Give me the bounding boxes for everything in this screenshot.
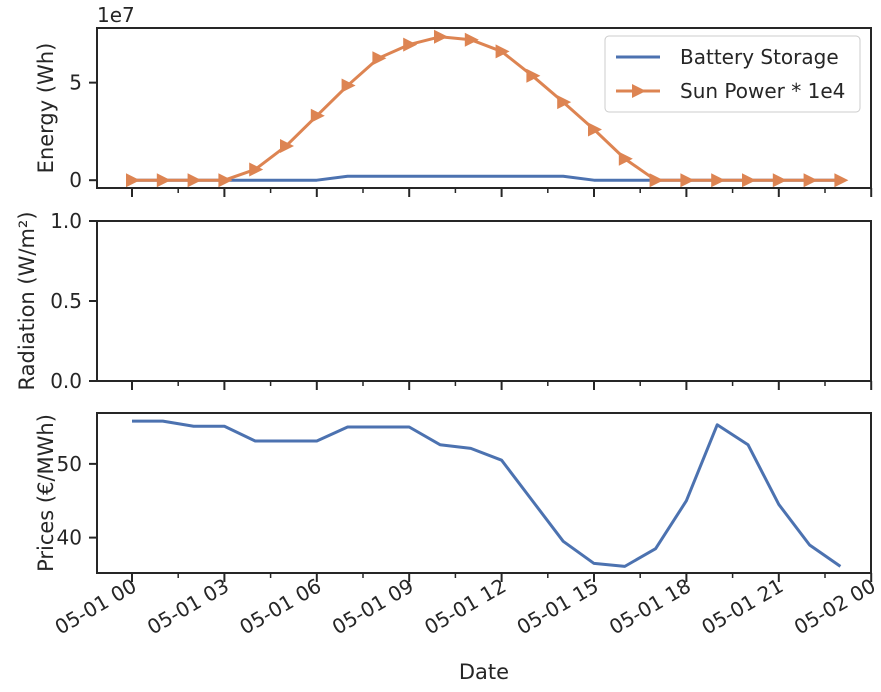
x-tick-label: 05-01 21 [697, 574, 787, 640]
data-point-marker [742, 173, 756, 188]
data-point-marker [495, 44, 510, 59]
data-point-marker [588, 122, 602, 137]
data-point-marker [618, 151, 633, 166]
legend: Battery Storage Sun Power * 1e4 [604, 35, 861, 113]
energy-axes-frame [96, 27, 872, 189]
data-point-marker [834, 173, 849, 188]
y-tick-label: 5 [69, 71, 82, 95]
data-point-marker [310, 108, 325, 123]
data-point-marker [803, 173, 818, 188]
data-point-marker [341, 78, 356, 93]
prices-x-ticks: 05-01 00 05-01 03 05-01 06 05-01 09 05-01 12… [51, 573, 880, 639]
radiation-axes-frame [96, 220, 872, 382]
data-point-marker [249, 162, 264, 177]
x-tick-label: 05-01 12 [420, 574, 510, 640]
data-point-marker [156, 173, 171, 188]
radiation-y-axis-label: Radiation (W/m²) [15, 211, 39, 390]
data-point-marker [218, 173, 233, 188]
radiation-y-ticks: 0.0 0.5 1.0 [50, 209, 97, 393]
data-point-marker [526, 68, 541, 83]
legend-box [604, 35, 861, 113]
energy-offset-label: 1e7 [97, 3, 135, 27]
data-point-marker [557, 95, 572, 110]
legend-marker-sun-power [632, 84, 646, 98]
data-point-marker [680, 173, 695, 188]
legend-label-sun-power: Sun Power * 1e4 [680, 79, 845, 103]
series-line-2-0 [132, 419, 842, 568]
data-point-marker [772, 173, 787, 188]
data-point-marker [280, 139, 294, 154]
prices-y-ticks: 40 50 [57, 452, 97, 550]
y-tick-label: 0 [69, 168, 82, 192]
x-tick-label: 05-01 09 [328, 574, 418, 640]
energy-y-ticks: 05 [69, 71, 97, 192]
y-tick-label: 0.5 [50, 289, 82, 313]
data-point-marker [187, 173, 202, 188]
x-tick-label: 05-01 18 [605, 574, 695, 640]
radiation-panel: 0.0 0.5 1.0 Radiation (W/m²) [15, 209, 873, 393]
data-point-marker [434, 29, 448, 44]
data-point-marker [464, 32, 479, 47]
data-point-marker [649, 173, 664, 188]
y-tick-label: 50 [57, 452, 82, 476]
x-axis-label: Date [459, 660, 509, 684]
x-tick-label: 05-01 00 [51, 574, 141, 640]
y-tick-label: 40 [57, 526, 82, 550]
data-point-marker [403, 37, 418, 52]
prices-axes-frame [96, 412, 872, 574]
data-point-marker [711, 173, 726, 188]
legend-label-battery-storage: Battery Storage [680, 45, 839, 69]
energy-x-ticks [131, 188, 873, 197]
energy-plot-area [126, 29, 849, 188]
x-tick-label: 05-01 03 [143, 574, 233, 640]
energy-y-axis-label: Energy (Wh) [34, 43, 58, 174]
data-point-marker [372, 51, 387, 66]
data-point-marker [126, 173, 140, 188]
y-tick-label: 1.0 [50, 209, 82, 233]
x-tick-label: 05-02 00 [790, 574, 880, 640]
y-tick-label: 0.0 [50, 369, 82, 393]
x-tick-label: 05-01 15 [513, 574, 603, 640]
x-tick-label: 05-01 06 [235, 574, 325, 640]
prices-y-axis-label: Prices (€/MWh) [34, 414, 58, 572]
energy-panel: 05 1e7 Energy (Wh) Battery Storage Sun P… [34, 3, 873, 197]
radiation-x-ticks [131, 381, 873, 390]
prices-plot-area [132, 419, 842, 568]
